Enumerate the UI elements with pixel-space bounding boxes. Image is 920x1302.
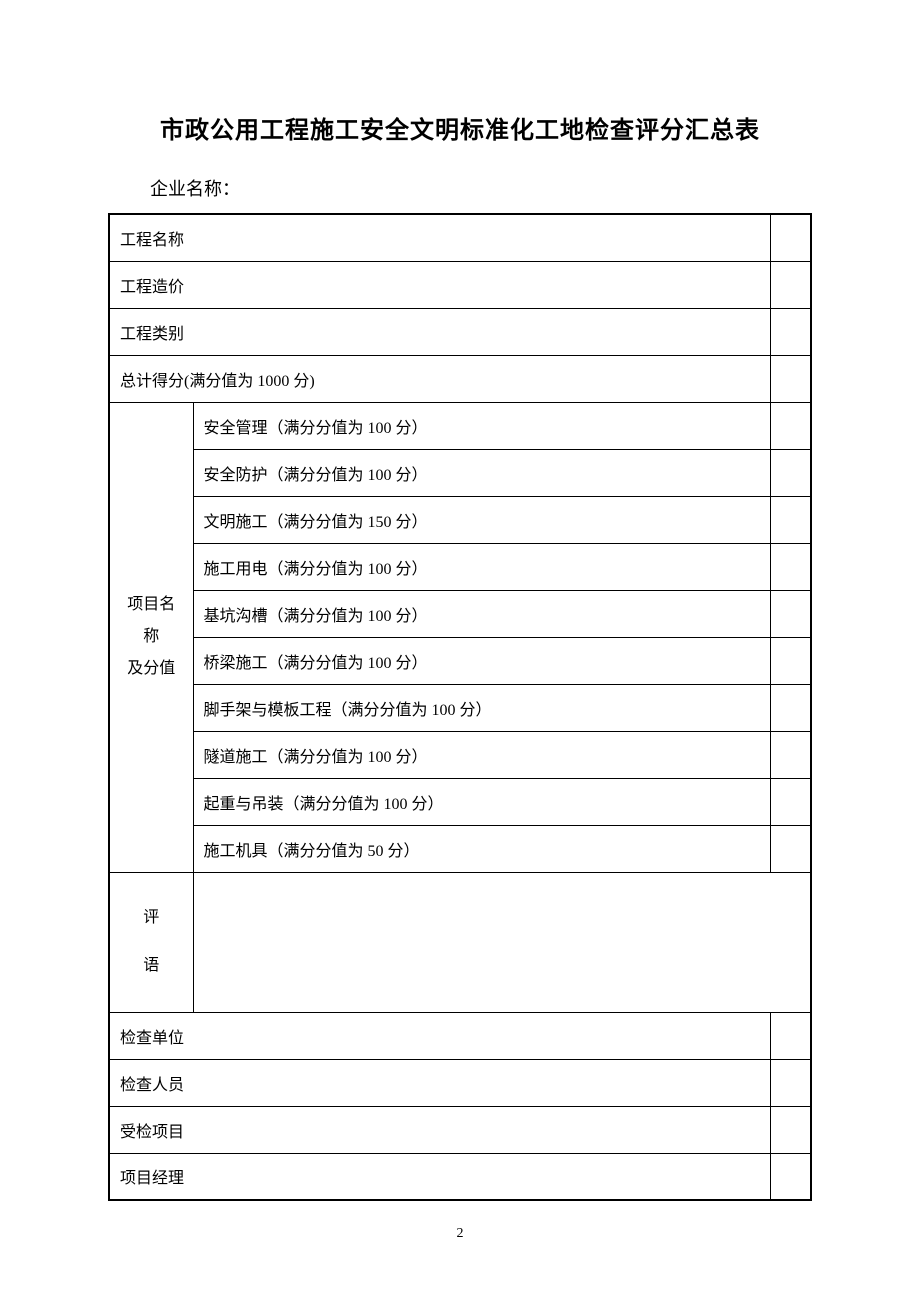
item-value (771, 825, 811, 872)
table-row: 受检项目 (109, 1106, 811, 1153)
items-group-label: 项目名称 及分值 (109, 402, 193, 872)
company-name-label: 企业名称： (108, 175, 812, 201)
item-label: 基坑沟槽（满分分值为 100 分） (193, 590, 771, 637)
table-row: 工程造价 (109, 261, 811, 308)
item-value (771, 778, 811, 825)
table-row: 施工机具（满分分值为 50 分） (109, 825, 811, 872)
item-value (771, 684, 811, 731)
table-row: 文明施工（满分分值为 150 分） (109, 496, 811, 543)
page-number: 2 (0, 1226, 920, 1242)
table-row: 总计得分(满分值为 1000 分) (109, 355, 811, 402)
item-value (771, 731, 811, 778)
item-label: 安全防护（满分分值为 100 分） (193, 449, 771, 496)
table-row: 项目名称 及分值 安全管理（满分分值为 100 分） (109, 402, 811, 449)
item-label: 起重与吊装（满分分值为 100 分） (193, 778, 771, 825)
project-type-label: 工程类别 (109, 308, 771, 355)
item-value (771, 496, 811, 543)
project-manager-value (771, 1153, 811, 1200)
project-manager-label: 项目经理 (109, 1153, 771, 1200)
page-container: 市政公用工程施工安全文明标准化工地检查评分汇总表 企业名称： 工程名称 工程造价… (0, 0, 920, 1201)
inspected-project-value (771, 1106, 811, 1153)
inspector-value (771, 1059, 811, 1106)
project-cost-label: 工程造价 (109, 261, 771, 308)
inspect-unit-value (771, 1012, 811, 1059)
total-score-value (771, 355, 811, 402)
item-label: 脚手架与模板工程（满分分值为 100 分） (193, 684, 771, 731)
table-row: 桥梁施工（满分分值为 100 分） (109, 637, 811, 684)
table-row: 项目经理 (109, 1153, 811, 1200)
comment-label: 评 语 (109, 872, 193, 1012)
document-title: 市政公用工程施工安全文明标准化工地检查评分汇总表 (108, 110, 812, 145)
table-row: 隧道施工（满分分值为 100 分） (109, 731, 811, 778)
comment-value (193, 872, 811, 1012)
total-score-label: 总计得分(满分值为 1000 分) (109, 355, 771, 402)
project-name-value (771, 214, 811, 261)
item-label: 隧道施工（满分分值为 100 分） (193, 731, 771, 778)
item-value (771, 402, 811, 449)
table-row: 施工用电（满分分值为 100 分） (109, 543, 811, 590)
table-row: 脚手架与模板工程（满分分值为 100 分） (109, 684, 811, 731)
item-label: 安全管理（满分分值为 100 分） (193, 402, 771, 449)
item-label: 施工机具（满分分值为 50 分） (193, 825, 771, 872)
project-type-value (771, 308, 811, 355)
item-label: 施工用电（满分分值为 100 分） (193, 543, 771, 590)
item-label: 桥梁施工（满分分值为 100 分） (193, 637, 771, 684)
item-value (771, 637, 811, 684)
table-row: 检查人员 (109, 1059, 811, 1106)
table-row: 工程类别 (109, 308, 811, 355)
table-row: 评 语 (109, 872, 811, 1012)
inspected-project-label: 受检项目 (109, 1106, 771, 1153)
inspector-label: 检查人员 (109, 1059, 771, 1106)
score-summary-table: 工程名称 工程造价 工程类别 总计得分(满分值为 1000 分) 项目名称 及分… (108, 213, 812, 1201)
project-name-label: 工程名称 (109, 214, 771, 261)
item-value (771, 543, 811, 590)
project-cost-value (771, 261, 811, 308)
inspect-unit-label: 检查单位 (109, 1012, 771, 1059)
table-row: 工程名称 (109, 214, 811, 261)
table-row: 起重与吊装（满分分值为 100 分） (109, 778, 811, 825)
item-value (771, 590, 811, 637)
table-row: 检查单位 (109, 1012, 811, 1059)
item-value (771, 449, 811, 496)
item-label: 文明施工（满分分值为 150 分） (193, 496, 771, 543)
table-row: 安全防护（满分分值为 100 分） (109, 449, 811, 496)
table-row: 基坑沟槽（满分分值为 100 分） (109, 590, 811, 637)
